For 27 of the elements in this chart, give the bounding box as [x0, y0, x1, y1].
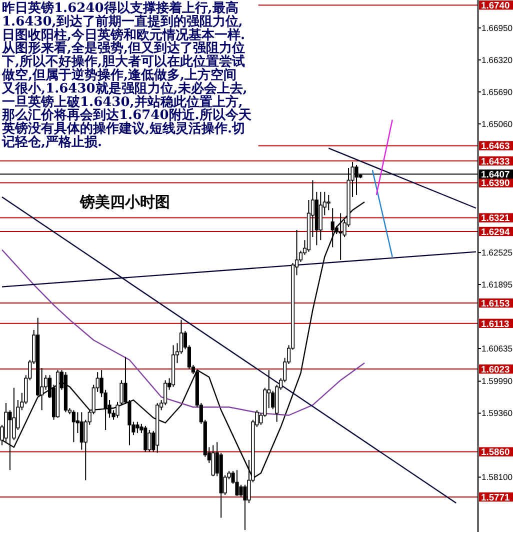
y-tick-label: 1.65060	[482, 118, 513, 129]
text: 镑美四小时图	[79, 193, 170, 211]
annotation: 昨日英镑1.6240得以支撑接着上行,最高	[2, 0, 238, 16]
line-series	[1, 249, 366, 416]
y-tick-label: 1.60635	[482, 343, 513, 354]
y-tick-label: 1.59990	[482, 376, 513, 386]
ref-line-label: 1.6740	[481, 0, 510, 10]
ref-line-label: 1.6153	[481, 297, 510, 308]
ref-line-label: 1.6433	[481, 155, 510, 166]
y-tick-label: 1.66950	[482, 22, 513, 33]
ref-line-label: 1.5860	[481, 446, 510, 458]
ref-line-label: 1.5771	[481, 491, 510, 502]
y-tick-label: 1.59360	[482, 408, 513, 418]
y-tick-label: 1.65690	[482, 86, 513, 97]
y-tick-label: 1.58100	[482, 472, 513, 482]
y-tick-label: 1.66320	[482, 54, 513, 65]
ref-line-label: 1.6023	[481, 363, 510, 374]
annotation: 1.6430,到达了前期一直提到的强阻力位,	[2, 14, 243, 30]
ref-line-label: 1.6407	[481, 168, 510, 180]
ref-line-label: 1.6113	[481, 318, 510, 329]
ref-line-label: 1.6321	[481, 212, 510, 224]
ref-line-label: 1.6463	[481, 140, 510, 152]
ref-line-label: 1.6390	[481, 177, 510, 188]
ref-line-label: 1.6294	[481, 226, 510, 237]
y-tick-label: 1.61895	[482, 280, 513, 290]
annotation: 记轻仓,严格止损.	[1, 135, 102, 150]
y-tick-label: 1.62525	[482, 248, 513, 258]
